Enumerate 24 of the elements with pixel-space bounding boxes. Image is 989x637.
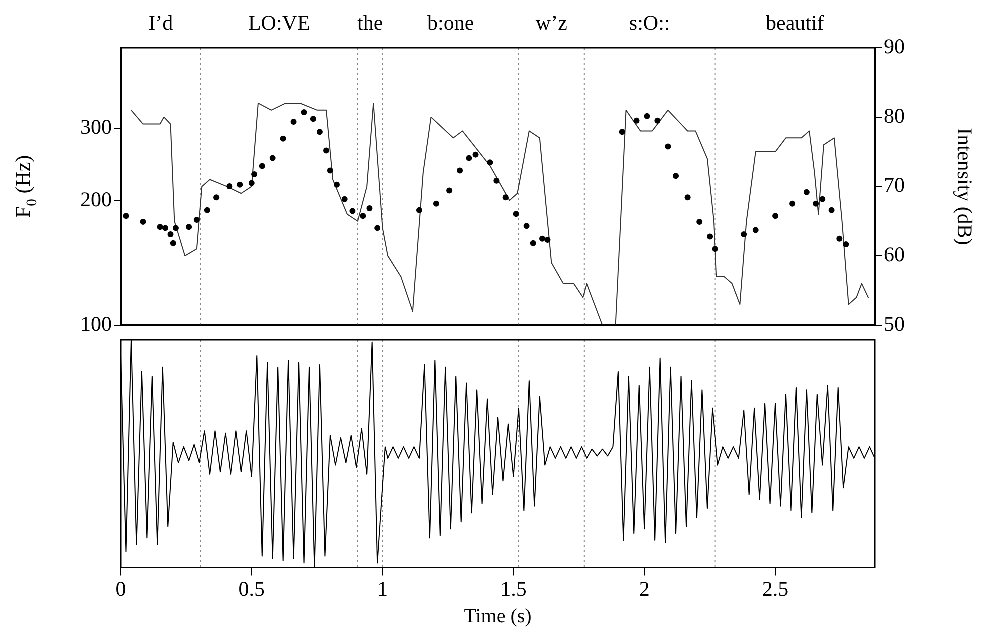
x-axis-title: Time (s) bbox=[464, 605, 532, 628]
text: s:O:: bbox=[629, 11, 670, 35]
text: LO:VE bbox=[248, 11, 310, 35]
x-tick-label: 2 bbox=[639, 576, 650, 601]
y2-tick-label: 80 bbox=[884, 104, 905, 128]
text: w’z bbox=[536, 11, 568, 35]
x-tick-label: 0 bbox=[116, 576, 126, 601]
y-axis-title: F0 (Hz) bbox=[11, 155, 40, 218]
y2-tick-label: 50 bbox=[884, 312, 905, 336]
text: b:one bbox=[428, 11, 474, 35]
x-tick-label: 2.5 bbox=[762, 576, 789, 601]
text: beautif bbox=[766, 11, 824, 35]
text: I’d bbox=[148, 11, 174, 35]
text: the bbox=[358, 11, 384, 35]
x-tick-label: 0.5 bbox=[238, 576, 266, 601]
x-tick-label: 1.5 bbox=[500, 576, 527, 601]
y2-tick-label: 70 bbox=[884, 173, 905, 198]
x-tick-label: 1 bbox=[378, 576, 388, 601]
y-tick-label: 300 bbox=[80, 114, 112, 139]
y2-tick-label: 60 bbox=[884, 242, 905, 267]
y-tick-label: 100 bbox=[80, 312, 112, 336]
y-tick-label: 200 bbox=[80, 188, 112, 212]
y2-tick-label: 90 bbox=[884, 34, 905, 59]
y2-axis-title: Intensity (dB) bbox=[953, 128, 977, 246]
